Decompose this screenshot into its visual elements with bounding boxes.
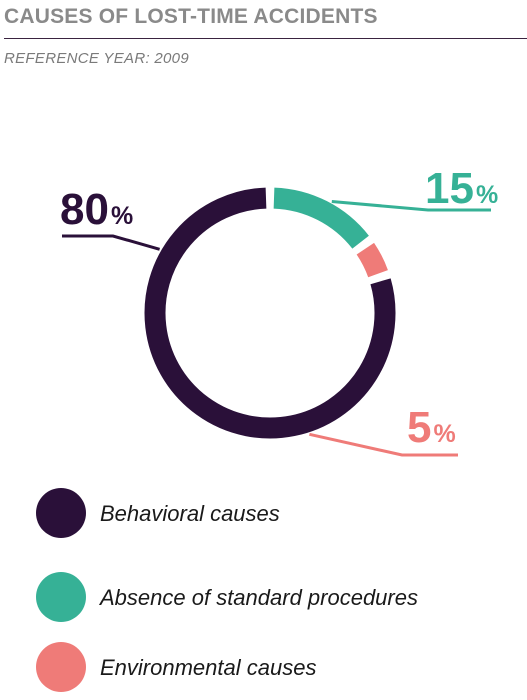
value-label-procedures: 15% <box>425 164 498 213</box>
value-label-environmental: 5% <box>407 403 456 452</box>
value-unit-environmental: % <box>433 420 455 448</box>
callout-line-environmental <box>309 432 458 457</box>
legend-item-procedures: Absence of standard procedures <box>36 572 516 626</box>
title-divider <box>4 38 527 39</box>
legend-item-behavioral: Behavioral causes <box>36 488 516 542</box>
chart-title: CAUSES OF LOST-TIME ACCIDENTS <box>4 5 378 28</box>
callout-line-procedures <box>331 200 491 212</box>
chart-subtitle: REFERENCE YEAR: 2009 <box>4 50 189 67</box>
callout-line-behavioral <box>62 234 161 251</box>
value-number-procedures: 15 <box>425 164 474 213</box>
legend-label-environmental: Environmental causes <box>100 655 317 680</box>
legend-swatch-procedures <box>36 572 86 622</box>
legend-label-procedures: Absence of standard procedures <box>100 585 418 610</box>
legend-swatch-behavioral <box>36 488 86 538</box>
legend-swatch-environmental <box>36 642 86 692</box>
value-unit-procedures: % <box>476 181 498 209</box>
legend-label-behavioral: Behavioral causes <box>100 501 280 526</box>
donut-chart: 80%15%5% <box>60 164 498 457</box>
value-number-environmental: 5 <box>407 403 431 452</box>
legend-item-environmental: Environmental causes <box>36 642 516 696</box>
value-label-behavioral: 80% <box>60 185 133 234</box>
value-number-behavioral: 80 <box>60 185 109 234</box>
donut-slice-procedures <box>273 187 369 249</box>
donut-slice-environmental <box>356 242 388 278</box>
value-unit-behavioral: % <box>111 202 133 230</box>
donut-slice-behavioral <box>144 187 396 439</box>
